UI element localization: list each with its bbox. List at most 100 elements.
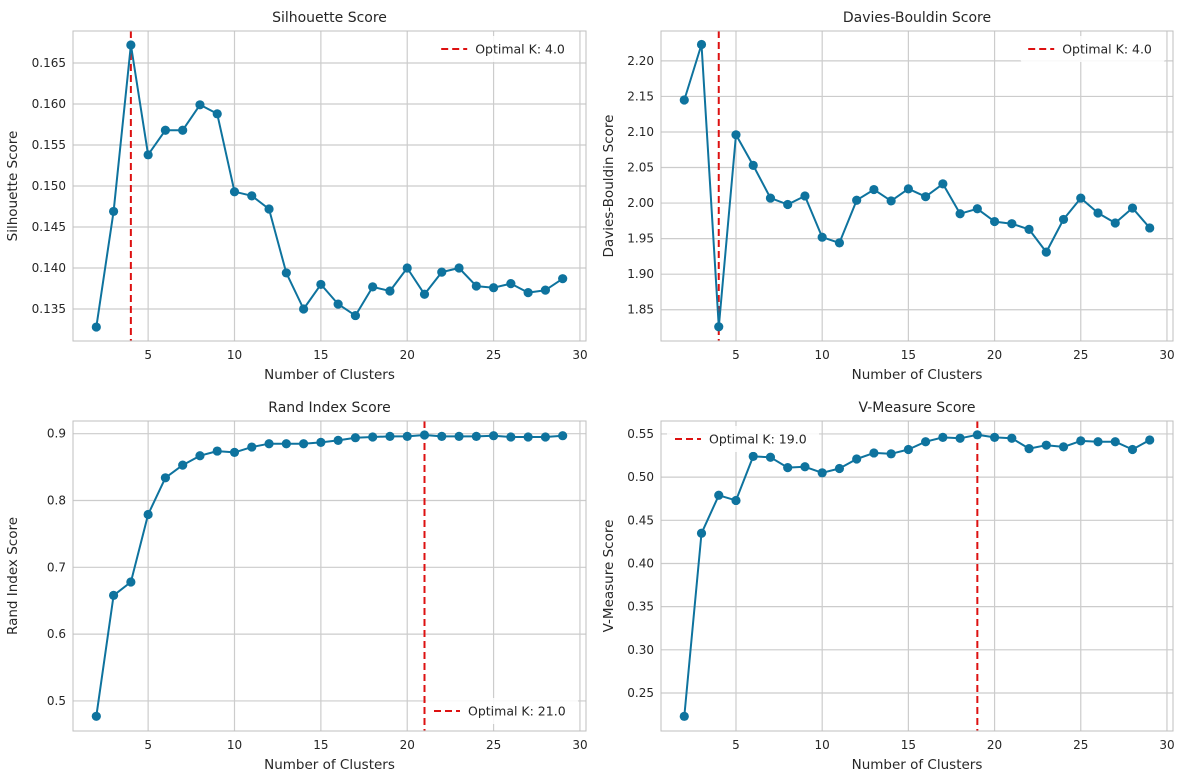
y-tick-label: 0.150 bbox=[32, 179, 66, 193]
data-point bbox=[886, 196, 896, 206]
data-point bbox=[1127, 444, 1138, 455]
data-point bbox=[748, 451, 758, 462]
data-point bbox=[506, 278, 516, 289]
data-point bbox=[437, 267, 447, 277]
x-tick-label: 15 bbox=[313, 738, 328, 752]
data-point bbox=[143, 150, 153, 160]
x-tick-label: 25 bbox=[1073, 348, 1088, 362]
data-point bbox=[402, 431, 412, 441]
x-tick-label: 10 bbox=[815, 348, 830, 362]
x-tick-label: 30 bbox=[572, 738, 587, 752]
data-point bbox=[938, 432, 948, 443]
data-point bbox=[696, 39, 707, 50]
legend: Optimal K: 21.0 bbox=[426, 698, 578, 724]
data-point bbox=[385, 286, 395, 296]
y-tick-label: 1.95 bbox=[627, 232, 654, 246]
data-point bbox=[783, 463, 793, 473]
data-point bbox=[800, 191, 810, 201]
data-point bbox=[264, 204, 274, 214]
data-point bbox=[281, 268, 291, 278]
series-line bbox=[683, 43, 1151, 328]
data-point bbox=[350, 433, 361, 443]
data-point bbox=[972, 430, 982, 440]
y-tick-label: 0.160 bbox=[32, 97, 66, 111]
axes-frame bbox=[72, 420, 587, 732]
legend-box bbox=[433, 36, 578, 62]
data-point bbox=[834, 238, 845, 248]
y-tick-label: 0.30 bbox=[627, 643, 654, 657]
x-axis-label: Number of Clusters bbox=[264, 367, 395, 383]
legend-label: Optimal K: 4.0 bbox=[475, 42, 565, 57]
y-tick-label: 0.40 bbox=[627, 556, 654, 570]
data-point bbox=[679, 711, 689, 721]
data-point bbox=[903, 444, 913, 455]
data-point bbox=[1093, 208, 1103, 218]
x-tick-label: 15 bbox=[901, 348, 916, 362]
x-tick-label: 30 bbox=[1159, 348, 1174, 362]
chart-title: Davies-Bouldin Score bbox=[843, 10, 991, 26]
data-point bbox=[385, 431, 395, 441]
data-point bbox=[1024, 224, 1034, 234]
y-tick-label: 2.05 bbox=[627, 161, 654, 175]
data-point bbox=[126, 577, 136, 587]
y-axis-label: Silhouette Score bbox=[5, 131, 21, 242]
y-tick-label: 2.15 bbox=[627, 89, 654, 103]
x-tick-label: 15 bbox=[313, 348, 328, 362]
series-line bbox=[95, 43, 564, 328]
data-point bbox=[558, 274, 568, 284]
data-point bbox=[126, 40, 136, 50]
data-point bbox=[817, 232, 827, 242]
x-tick-label: 5 bbox=[144, 738, 152, 752]
y-tick-label: 0.155 bbox=[32, 138, 66, 152]
legend-label: Optimal K: 4.0 bbox=[1062, 42, 1152, 57]
series-line bbox=[95, 434, 563, 717]
data-point bbox=[765, 193, 776, 203]
data-point bbox=[471, 431, 481, 441]
axes-frame bbox=[660, 420, 1174, 732]
data-point bbox=[679, 95, 689, 105]
data-point bbox=[91, 711, 101, 721]
legend: Optimal K: 19.0 bbox=[667, 426, 819, 452]
data-point bbox=[368, 282, 378, 292]
data-point bbox=[783, 199, 793, 210]
axes-frame bbox=[72, 30, 587, 342]
data-point bbox=[212, 109, 222, 119]
data-point bbox=[488, 283, 499, 293]
y-tick-label: 0.9 bbox=[47, 427, 66, 441]
x-axis-label: Number of Clusters bbox=[852, 757, 983, 773]
chart-panel-1: 5 10 15 20 25 30 0.135 0.140 0.145 0.150 0.155 0.16… bbox=[5, 10, 588, 383]
data-point bbox=[869, 184, 879, 195]
data-point bbox=[108, 206, 119, 217]
data-point bbox=[195, 100, 205, 110]
y-tick-label: 0.165 bbox=[32, 56, 66, 70]
data-point bbox=[921, 437, 931, 447]
data-point bbox=[852, 195, 862, 205]
chart-panel-3: 5 10 15 20 25 30 0.5 0.6 0.7 0.8 0.9 Rand Index Sco… bbox=[5, 400, 588, 773]
x-tick-label: 10 bbox=[227, 348, 242, 362]
y-axis-label: Rand Index Score bbox=[5, 517, 21, 635]
data-point bbox=[714, 490, 724, 500]
y-axis-label: V-Measure Score bbox=[601, 520, 617, 633]
data-point bbox=[523, 288, 533, 298]
data-point bbox=[903, 184, 913, 194]
data-point bbox=[955, 433, 965, 443]
y-tick-label: 0.140 bbox=[32, 261, 66, 275]
data-point bbox=[178, 460, 188, 470]
data-point bbox=[834, 463, 845, 474]
x-tick-label: 20 bbox=[400, 738, 415, 752]
y-tick-label: 2.00 bbox=[627, 196, 654, 210]
y-tick-label: 1.90 bbox=[627, 267, 654, 281]
x-tick-label: 25 bbox=[486, 738, 501, 752]
y-tick-label: 0.7 bbox=[47, 560, 66, 574]
legend-label: Optimal K: 21.0 bbox=[468, 704, 566, 719]
data-point bbox=[437, 431, 447, 441]
data-point bbox=[1007, 433, 1017, 443]
plot-area bbox=[661, 31, 1173, 341]
data-point bbox=[506, 432, 516, 442]
data-point bbox=[972, 204, 982, 214]
data-point bbox=[143, 509, 153, 520]
data-point bbox=[247, 191, 257, 201]
data-point bbox=[938, 179, 948, 189]
data-point bbox=[1024, 444, 1034, 454]
